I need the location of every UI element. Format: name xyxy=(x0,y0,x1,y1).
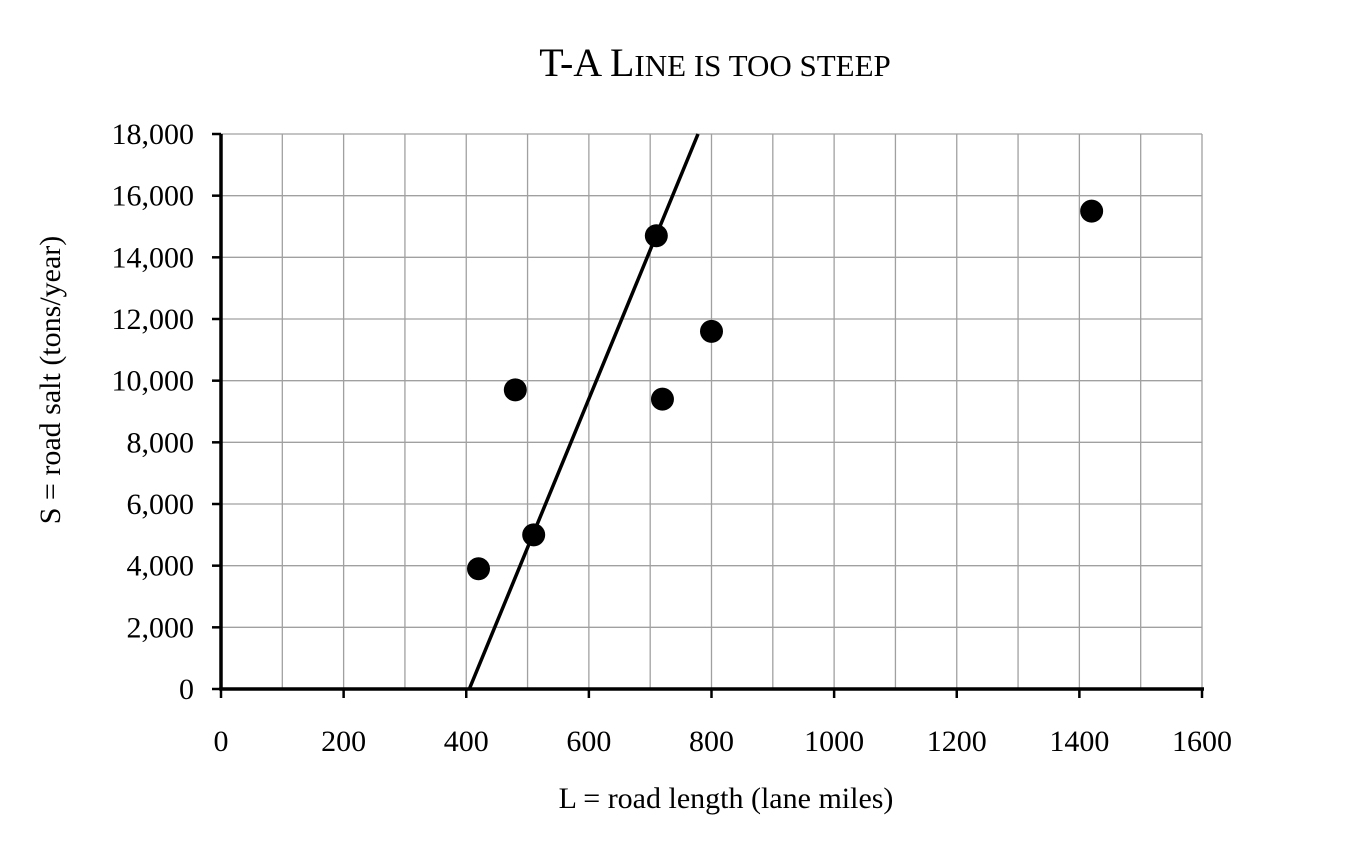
x-tick-label: 1600 xyxy=(1172,725,1232,758)
y-tick-label: 10,000 xyxy=(112,365,195,398)
y-axis-label: S = road salt (tons/year) xyxy=(34,236,67,525)
x-tick-label: 600 xyxy=(566,725,611,758)
chart-title-part-1: T-A L xyxy=(539,40,634,85)
data-points xyxy=(467,199,1104,581)
chart-title: T-A Line is too steep xyxy=(539,40,891,85)
x-tick-label: 1000 xyxy=(804,725,864,758)
grid xyxy=(221,133,1203,689)
data-point xyxy=(644,224,668,248)
chart-title-part-2: ine is too steep xyxy=(634,48,890,83)
y-tick-label: 4,000 xyxy=(127,550,195,583)
y-tick-label: 16,000 xyxy=(112,180,195,213)
x-tick-label: 0 xyxy=(214,725,229,758)
tick-labels: 0 2,000 4,000 6,000 8,000 10,000 12,000 14,000 1… xyxy=(112,118,1233,758)
x-tick-label: 400 xyxy=(444,725,489,758)
x-tick-label: 200 xyxy=(321,725,366,758)
x-tick-label: 800 xyxy=(689,725,734,758)
y-tick-label: 12,000 xyxy=(112,303,195,336)
trend-line-group xyxy=(467,133,700,690)
y-tick-label: 14,000 xyxy=(112,241,195,274)
data-point xyxy=(467,557,491,581)
x-tick-label: 1400 xyxy=(1049,725,1109,758)
data-point xyxy=(650,387,674,411)
trend-line xyxy=(467,133,700,690)
data-point xyxy=(522,523,546,547)
y-tick-label: 0 xyxy=(179,673,194,706)
x-axis-label: L = road length (lane miles) xyxy=(559,782,894,815)
data-point xyxy=(503,378,527,402)
data-point xyxy=(1080,199,1104,223)
axes xyxy=(212,132,1204,698)
data-point xyxy=(700,319,723,343)
y-tick-label: 6,000 xyxy=(127,488,195,521)
y-tick-label: 18,000 xyxy=(112,118,195,151)
y-tick-label: 8,000 xyxy=(127,426,195,459)
x-tick-label: 1200 xyxy=(927,725,987,758)
y-tick-label: 2,000 xyxy=(127,611,195,644)
